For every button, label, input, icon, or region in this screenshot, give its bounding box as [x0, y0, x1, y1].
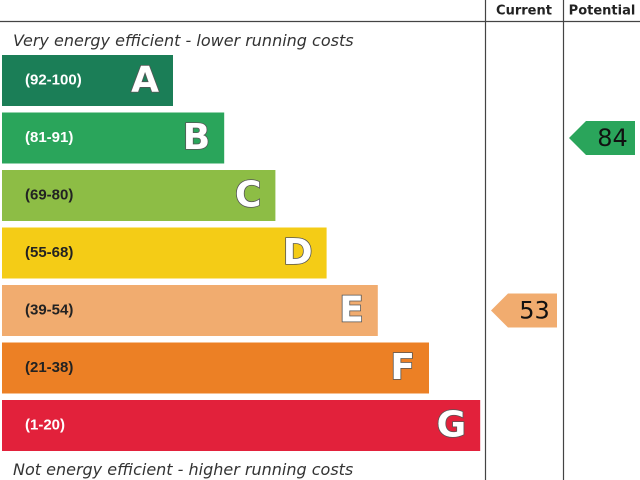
- band-d-range: (55-68): [25, 244, 73, 261]
- band-f-letter: F: [390, 347, 415, 388]
- band-a-letter: A: [131, 60, 159, 101]
- current-rating-arrow-value: 53: [519, 297, 550, 325]
- potential-rating-arrow-shape: [569, 121, 635, 155]
- band-f-bar: [2, 342, 429, 394]
- band-d-bar: [2, 227, 327, 279]
- rating-bands: (92-100) A (81-91) B (69-80) C (55-68) D (39-54)…: [2, 55, 481, 451]
- band-d: (55-68) D: [2, 227, 327, 279]
- potential-rating-arrow-value: 84: [597, 124, 628, 152]
- band-g: (1-20) G: [2, 400, 481, 451]
- potential-column-header: Potential: [569, 4, 636, 19]
- current-rating-arrow-shape: [491, 293, 557, 328]
- caption-top: Very energy efficient - lower running co…: [13, 31, 354, 50]
- rating-arrows: 53 84: [491, 121, 635, 328]
- band-c-range: (69-80): [25, 186, 73, 203]
- band-f-range: (21-38): [25, 359, 73, 376]
- band-c: (69-80) C: [2, 170, 276, 221]
- band-b-bar: [2, 112, 225, 164]
- band-e-range: (39-54): [25, 301, 73, 318]
- band-e-letter: E: [339, 290, 364, 331]
- band-f: (21-38) F: [2, 342, 429, 394]
- band-d-letter: D: [283, 232, 313, 273]
- band-a-bar: [2, 55, 173, 106]
- band-g-letter: G: [437, 405, 467, 446]
- caption-bottom: Not energy efficient - higher running co…: [13, 460, 353, 479]
- band-e: (39-54) E: [2, 285, 378, 336]
- current-column-header: Current: [496, 4, 552, 19]
- band-b-range: (81-91): [25, 129, 73, 146]
- band-c-letter: C: [235, 175, 261, 216]
- band-b: (81-91) B: [2, 112, 225, 164]
- band-a: (92-100) A: [2, 55, 173, 106]
- band-g-range: (1-20): [25, 416, 65, 433]
- band-g-bar: [2, 400, 481, 451]
- potential-rating-arrow: 84: [569, 121, 635, 155]
- current-rating-arrow: 53: [491, 293, 557, 328]
- band-a-range: (92-100): [25, 71, 82, 88]
- band-c-bar: [2, 170, 276, 221]
- band-b-letter: B: [183, 117, 210, 158]
- band-e-bar: [2, 285, 378, 336]
